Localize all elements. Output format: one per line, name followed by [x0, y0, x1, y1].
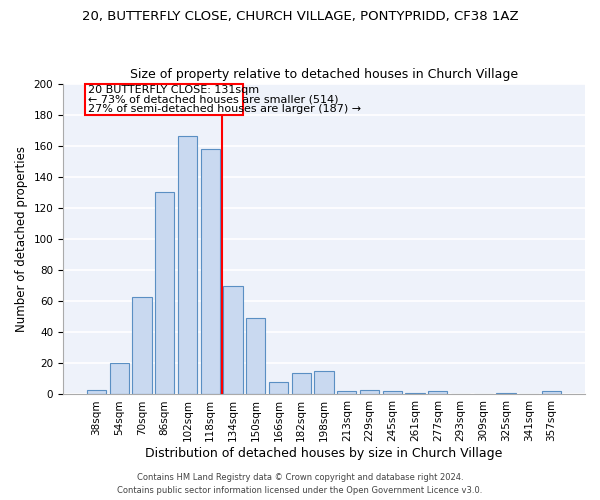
- Text: 20, BUTTERFLY CLOSE, CHURCH VILLAGE, PONTYPRIDD, CF38 1AZ: 20, BUTTERFLY CLOSE, CHURCH VILLAGE, PON…: [82, 10, 518, 23]
- Bar: [155, 192, 175, 394]
- Bar: [406, 393, 425, 394]
- Text: 27% of semi-detached houses are larger (187) →: 27% of semi-detached houses are larger (…: [88, 104, 362, 114]
- Bar: [383, 392, 402, 394]
- Bar: [542, 392, 561, 394]
- Bar: [314, 371, 334, 394]
- Bar: [132, 296, 152, 394]
- Text: ← 73% of detached houses are smaller (514): ← 73% of detached houses are smaller (51…: [88, 94, 339, 104]
- Text: Contains HM Land Registry data © Crown copyright and database right 2024.
Contai: Contains HM Land Registry data © Crown c…: [118, 474, 482, 495]
- FancyBboxPatch shape: [85, 84, 243, 114]
- Bar: [269, 382, 288, 394]
- Bar: [110, 364, 129, 394]
- Bar: [200, 149, 220, 394]
- Bar: [337, 392, 356, 394]
- Bar: [87, 390, 106, 394]
- Y-axis label: Number of detached properties: Number of detached properties: [15, 146, 28, 332]
- Title: Size of property relative to detached houses in Church Village: Size of property relative to detached ho…: [130, 68, 518, 81]
- Bar: [292, 372, 311, 394]
- Bar: [496, 393, 516, 394]
- Bar: [178, 136, 197, 394]
- Bar: [246, 318, 265, 394]
- Bar: [428, 392, 448, 394]
- Text: 20 BUTTERFLY CLOSE: 131sqm: 20 BUTTERFLY CLOSE: 131sqm: [88, 85, 260, 95]
- Bar: [360, 390, 379, 394]
- Bar: [223, 286, 242, 395]
- X-axis label: Distribution of detached houses by size in Church Village: Distribution of detached houses by size …: [145, 447, 503, 460]
